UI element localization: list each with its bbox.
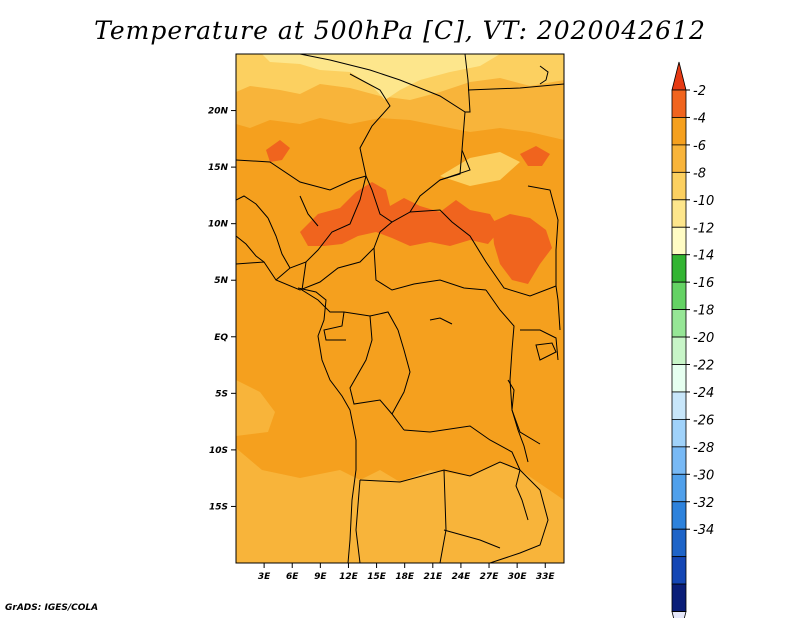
y-tick-label: EQ: [214, 333, 228, 343]
x-tick-label: 6E: [286, 572, 299, 582]
field-region-warm-east: [492, 214, 552, 284]
colorbar-box: [671, 364, 687, 393]
colorbar-box: [671, 556, 687, 585]
colorbar-label: -14: [693, 249, 714, 264]
colorbar-box: [671, 117, 687, 146]
colorbar-box: [671, 391, 687, 420]
colorbar-label: -34: [693, 523, 714, 538]
y-tick-label: 10N: [208, 220, 229, 230]
x-tick-label: 24E: [452, 572, 472, 582]
colorbar-label: -32: [693, 496, 714, 511]
colorbar-label: -28: [693, 441, 714, 456]
y-tick-label: 10S: [209, 446, 228, 456]
x-tick-label: 9E: [314, 572, 327, 582]
colorbar-box: [671, 336, 687, 365]
colorbar-label: -22: [693, 359, 714, 374]
colorbar-label: -24: [693, 386, 714, 401]
y-tick-label: 5N: [214, 276, 228, 286]
colorbar-label: -10: [693, 194, 714, 209]
x-axis: 3E 6E 9E 12E 15E 18E 21E 24E 27E 30E 33E: [258, 563, 556, 582]
x-tick-label: 12E: [339, 572, 359, 582]
plot-frame: [235, 53, 565, 564]
colorbar-box: [671, 226, 687, 256]
y-tick-label: 15S: [209, 502, 228, 512]
colorbar-box: [671, 254, 687, 283]
field-region-warm-central: [300, 182, 500, 246]
colorbar-box: [671, 583, 687, 612]
colorbar-box: [671, 309, 687, 338]
field-region-southwest: [236, 380, 275, 436]
colorbar-box: [671, 281, 687, 310]
colorbar-label: -8: [693, 166, 706, 181]
colorbar-box: [671, 199, 687, 228]
colorbar-box: [671, 446, 687, 475]
y-axis: 20N 15N 10N 5N EQ 5S 10S 15S: [208, 107, 236, 512]
x-tick-label: 18E: [395, 572, 415, 582]
field-region-north-lightest: [262, 54, 500, 100]
colorbar: -2 -4 -6 -8 -10 -12 -14 -16 -18 -20 -22 -24 -26 -28 -3…: [671, 61, 714, 618]
x-tick-label: 15E: [367, 572, 387, 582]
colorbar-box: [671, 418, 687, 448]
colorbar-label: -30: [693, 468, 714, 483]
chart-title: Temperature at 500hPa [C], VT: 202004261…: [94, 16, 706, 45]
colorbar-box: [671, 144, 687, 173]
country-borders: [236, 54, 564, 563]
colorbar-bottom-triangle: [671, 611, 687, 618]
colorbar-label: -26: [693, 413, 714, 428]
x-tick-label: 27E: [480, 572, 500, 582]
x-tick-label: 33E: [536, 572, 556, 582]
colorbar-box: [671, 171, 687, 201]
field-region-south: [236, 448, 564, 563]
x-tick-label: 21E: [423, 572, 443, 582]
colorbar-label: -12: [693, 221, 714, 236]
colorbar-top-triangle: [671, 61, 687, 91]
colorbar-box: [671, 89, 687, 118]
coastlines: [297, 65, 557, 563]
x-tick-label: 30E: [508, 572, 528, 582]
field-region-warm-ne: [520, 146, 550, 166]
colorbar-label: -20: [693, 331, 714, 346]
colorbar-label: -4: [693, 111, 706, 126]
y-tick-label: 20N: [208, 107, 229, 117]
colorbar-box: [671, 501, 687, 530]
field-region-east-light: [440, 152, 520, 186]
colorbar-label: -2: [693, 84, 706, 99]
x-tick-label: 3E: [258, 572, 271, 582]
colorbar-label: -18: [693, 304, 714, 319]
colorbar-label: -16: [693, 276, 714, 291]
colorbar-box: [671, 473, 687, 503]
y-tick-label: 15N: [208, 163, 229, 173]
y-tick-label: 5S: [215, 389, 228, 399]
field-region-warm-north: [266, 140, 290, 162]
colorbar-box: [671, 528, 687, 558]
colorbar-label: -6: [693, 139, 706, 154]
grads-credit: GrADS: IGES/COLA: [5, 603, 99, 613]
temperature-field: [236, 54, 564, 563]
